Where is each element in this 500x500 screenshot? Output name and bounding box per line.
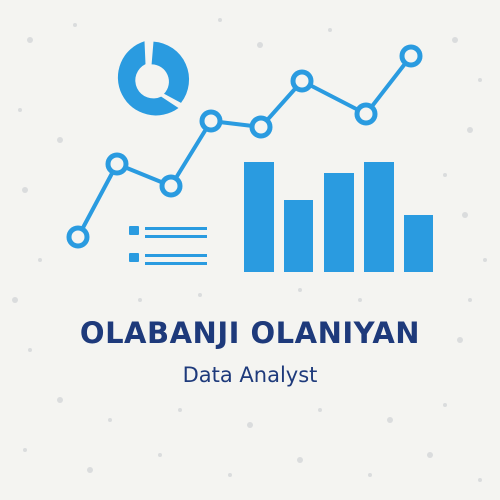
bar-chart-icon <box>244 162 433 272</box>
background-dot-pattern <box>12 18 487 482</box>
job-title: Data Analyst <box>182 363 318 387</box>
line-chart-icon <box>66 44 423 249</box>
list-icon <box>129 226 207 265</box>
brand-name: OLABANJI OLANIYAN <box>79 316 421 350</box>
donut-chart-icon <box>117 41 190 116</box>
